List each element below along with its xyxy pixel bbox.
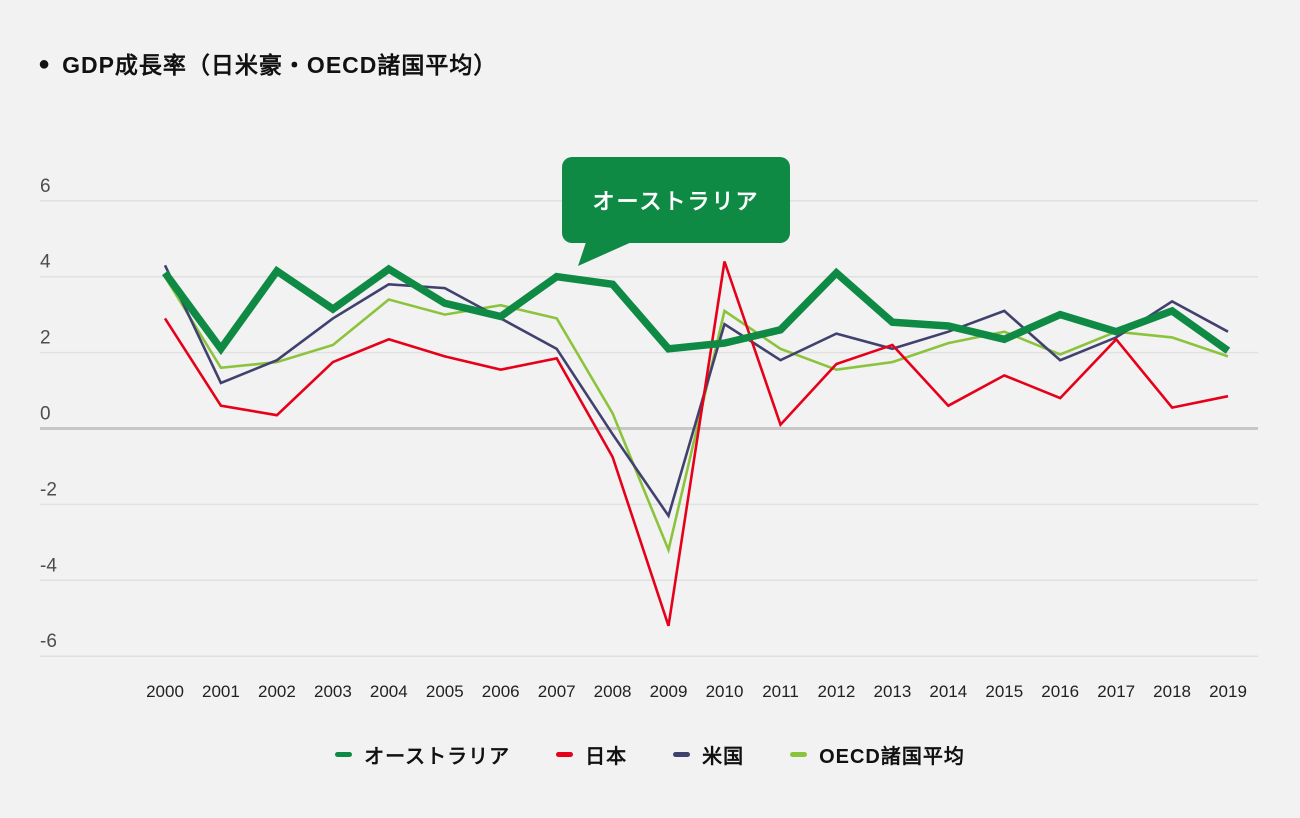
legend-item: オーストラリア <box>335 740 510 769</box>
x-tick-label-2011: 2011 <box>762 682 799 701</box>
x-tick-label-2017: 2017 <box>1097 682 1135 701</box>
x-tick-label-2009: 2009 <box>650 682 688 701</box>
x-tick-label-2007: 2007 <box>538 682 576 701</box>
y-tick-label-4: 4 <box>40 252 51 273</box>
legend-item: OECD諸国平均 <box>790 740 965 769</box>
series-line-日本 <box>163 261 1229 627</box>
x-tick-label-2001: 2001 <box>202 682 240 701</box>
legend-label: 米国 <box>702 746 745 768</box>
x-tick-label-2002: 2002 <box>258 682 296 701</box>
series-line-オーストラリア <box>161 264 1231 356</box>
x-tick-label-2013: 2013 <box>873 682 911 701</box>
x-tick-label-2000: 2000 <box>146 682 184 701</box>
x-tick-label-2015: 2015 <box>985 682 1023 701</box>
x-tick-label-2006: 2006 <box>482 682 520 701</box>
x-tick-label-2012: 2012 <box>817 682 855 701</box>
legend: オーストラリア 日本 米国 OECD諸国平均 <box>0 740 1300 769</box>
x-tick-label-2018: 2018 <box>1153 682 1191 701</box>
legend-label: 日本 <box>585 746 628 768</box>
x-tick-label-2003: 2003 <box>314 682 352 701</box>
x-tick-label-2004: 2004 <box>370 682 408 701</box>
legend-item: 米国 <box>673 740 744 769</box>
australia-callout: オーストラリア <box>562 157 790 266</box>
x-tick-label-2005: 2005 <box>426 682 464 701</box>
y-tick-label-0: 0 <box>40 404 51 425</box>
y-tick-label-6: 6 <box>40 176 51 197</box>
legend-swatch-icon <box>790 752 808 757</box>
x-tick-label-2008: 2008 <box>594 682 632 701</box>
callout-label: オーストラリア <box>592 189 760 214</box>
series-line-米国 <box>163 264 1229 519</box>
bullet-icon: ● <box>38 53 52 75</box>
x-tick-label-2014: 2014 <box>929 682 967 701</box>
legend-swatch-icon <box>335 752 353 757</box>
y-tick-label--6: -6 <box>40 631 57 652</box>
legend-label: オーストラリア <box>364 746 511 768</box>
legend-label: OECD諸国平均 <box>819 746 965 768</box>
legend-swatch-icon <box>673 752 691 757</box>
y-tick-label-2: 2 <box>40 328 51 349</box>
y-tick-label--2: -2 <box>40 479 57 500</box>
x-tick-label-2019: 2019 <box>1209 682 1247 701</box>
x-tick-label-2010: 2010 <box>706 682 744 701</box>
x-tick-label-2016: 2016 <box>1041 682 1079 701</box>
page-title: ● GDP成長率（日米豪・OECD諸国平均） <box>38 46 497 80</box>
legend-swatch-icon <box>556 752 574 757</box>
legend-item: 日本 <box>556 740 627 769</box>
chart-title-text: GDP成長率（日米豪・OECD諸国平均） <box>62 52 498 78</box>
y-tick-label--4: -4 <box>40 555 57 576</box>
